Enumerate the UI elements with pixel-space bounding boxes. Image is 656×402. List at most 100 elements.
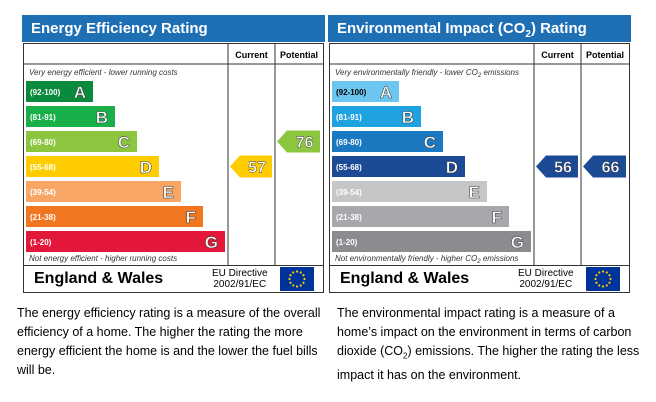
eir-band-range-b: (81-91) <box>336 113 362 122</box>
eir-chart-box: Current Potential Very environmentally fri… <box>329 43 630 293</box>
eu-flag-star <box>303 277 306 281</box>
eir-eu-line2: 2002/91/EC <box>519 279 573 290</box>
eir-band-letter-d: D <box>446 158 458 177</box>
eir-band-range-g: (1-20) <box>336 238 358 247</box>
eir-title-suffix: ) Rating <box>530 20 587 37</box>
eer-band-b <box>26 106 115 127</box>
eer-eu-line2: 2002/91/EC <box>213 279 267 290</box>
eer-band-range-d: (55-68) <box>30 163 56 172</box>
eu-flag-star <box>601 285 605 288</box>
eu-flag-star <box>605 284 608 287</box>
eir-description: The environmental impact rating is a mea… <box>337 304 642 385</box>
eu-flag-star <box>598 271 601 274</box>
eir-description-part1: The environmental impact rating is a mea… <box>337 306 632 358</box>
eer-chart: Current Potential Very energy efficient - … <box>24 44 323 265</box>
eir-band-range-f: (21-38) <box>336 213 362 222</box>
eir-top-note: Very environmentally friendly - lower CO… <box>335 68 519 79</box>
eer-band-range-e: (39-54) <box>30 188 56 197</box>
eer-description: The energy efficiency rating is a measur… <box>17 306 321 377</box>
eu-flag-star <box>302 274 305 277</box>
eu-flag-star <box>295 285 299 288</box>
eer-band-range-g: (1-20) <box>30 238 52 247</box>
eer-potential-arrow <box>277 130 320 153</box>
eu-flag-icon <box>586 267 620 291</box>
eir-band-letter-a: A <box>380 83 392 102</box>
eir-band-letter-g: G <box>511 233 524 252</box>
eer-col-potential-header: Potential <box>280 50 318 60</box>
eu-flag-star <box>289 274 292 277</box>
eer-band-c <box>26 131 137 152</box>
eer-band-letter-g: G <box>205 233 218 252</box>
eer-footer: England & Wales EU Directive 2002/91/EC <box>24 265 323 293</box>
eir-bottom-note: Not environmentally friendly - higher CO… <box>335 254 518 265</box>
eir-band-e <box>332 181 487 202</box>
eir-band-d <box>332 156 465 177</box>
eu-flag-star <box>299 284 302 287</box>
eer-band-d <box>26 156 159 177</box>
eir-footer: England & Wales EU Directive 2002/91/EC <box>330 265 629 293</box>
eu-flag-star <box>288 277 291 281</box>
eu-flag-icon <box>280 267 314 291</box>
energy-efficiency-panel: Energy Efficiency Rating Current Potentia… <box>22 15 325 293</box>
eir-description-sub: 2 <box>403 351 408 361</box>
eir-band-f <box>332 206 509 227</box>
eu-flag-star <box>598 284 601 287</box>
eir-band-letter-b: B <box>402 108 414 127</box>
eer-bottom-note: Not energy efficient - higher running co… <box>29 254 177 263</box>
eir-band-b <box>332 106 421 127</box>
eer-top-note: Very energy efficient - lower running co… <box>29 68 178 77</box>
eu-flag-star <box>289 281 292 284</box>
eer-band-range-b: (81-91) <box>30 113 56 122</box>
eu-flag-star <box>292 284 295 287</box>
eer-potential-value: 76 <box>296 135 314 152</box>
eir-potential-arrow <box>583 155 626 178</box>
eu-flag-star <box>608 274 611 277</box>
eir-band-range-e: (39-54) <box>336 188 362 197</box>
eir-title-prefix: Environmental Impact (CO <box>337 20 526 37</box>
eer-band-range-c: (69-80) <box>30 138 56 147</box>
eer-current-value: 57 <box>248 160 266 177</box>
eu-flag-star <box>595 281 598 284</box>
eer-band-range-f: (21-38) <box>30 213 56 222</box>
eu-flag-star <box>299 271 302 274</box>
eer-eu-directive: EU Directive 2002/91/EC <box>212 268 268 290</box>
eer-band-a <box>26 81 93 102</box>
eer-band-letter-e: E <box>163 183 174 202</box>
eir-band-g <box>332 231 531 252</box>
eer-region-label: England & Wales <box>34 270 164 287</box>
eu-flag-star <box>609 277 612 281</box>
eir-col-current-header: Current <box>541 50 574 60</box>
eir-band-c <box>332 131 443 152</box>
eu-flag-star <box>302 281 305 284</box>
eir-band-letter-e: E <box>469 183 480 202</box>
eir-potential-value: 66 <box>602 160 620 177</box>
eir-description-part2: ) emissions. The higher the rating the l… <box>337 344 640 382</box>
eer-band-f <box>26 206 203 227</box>
eu-flag-star <box>295 270 299 273</box>
eir-band-letter-c: C <box>424 133 436 152</box>
eir-band-range-d: (55-68) <box>336 163 362 172</box>
eu-flag-star <box>605 271 608 274</box>
eir-region-label: England & Wales <box>340 270 470 287</box>
eu-flag-star <box>601 270 605 273</box>
eir-eu-line1: EU Directive <box>518 268 574 279</box>
eer-band-letter-c: C <box>118 133 130 152</box>
eir-current-arrow <box>536 155 578 178</box>
eir-band-letter-f: F <box>492 208 502 227</box>
eer-band-g <box>26 231 225 252</box>
eir-band-range-c: (69-80) <box>336 138 362 147</box>
eu-flag-star <box>292 271 295 274</box>
eu-flag-star <box>608 281 611 284</box>
eu-flag-star <box>595 274 598 277</box>
eir-band-range-a: (92-100) <box>336 88 367 97</box>
eer-chart-box: Current Potential Very energy efficient - … <box>23 43 324 293</box>
eir-col-potential-header: Potential <box>586 50 624 60</box>
eer-col-current-header: Current <box>235 50 268 60</box>
eer-title: Energy Efficiency Rating <box>22 15 325 42</box>
eir-eu-directive: EU Directive 2002/91/EC <box>518 268 574 290</box>
eir-band-a <box>332 81 399 102</box>
eir-title-sub: 2 <box>525 29 531 40</box>
eer-band-letter-d: D <box>140 158 152 177</box>
eer-band-letter-b: B <box>96 108 108 127</box>
eir-chart: Current Potential Very environmentally fri… <box>330 44 629 265</box>
